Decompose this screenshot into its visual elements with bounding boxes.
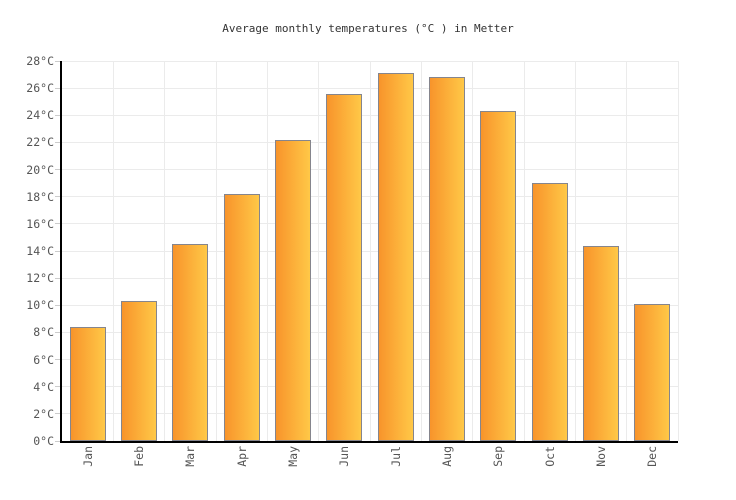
y-tick-0	[55, 440, 60, 442]
y-axis-label-16: 16°C	[26, 216, 54, 231]
gridline-v-8	[472, 61, 474, 441]
bar-jun	[326, 94, 363, 441]
bar-feb	[121, 301, 157, 441]
y-axis-line	[60, 61, 62, 443]
gridline-v-6	[369, 61, 371, 441]
bar-dec	[634, 304, 671, 441]
x-axis-label-sep: Sep	[491, 446, 506, 467]
y-tick-6	[55, 359, 60, 361]
gridline-v-12	[677, 61, 679, 441]
gridline-v-5	[318, 61, 320, 441]
y-tick-16	[55, 223, 60, 225]
y-tick-2	[55, 413, 60, 415]
y-tick-12	[55, 277, 60, 279]
y-axis-label-0: 0°C	[33, 434, 54, 448]
y-tick-24	[55, 114, 60, 116]
gridline-v-2	[164, 61, 166, 441]
y-tick-10	[55, 304, 60, 306]
y-axis-label-6: 6°C	[33, 352, 54, 367]
gridline-v-7	[420, 61, 422, 441]
bar-may	[275, 140, 311, 441]
x-axis-label-aug: Aug	[440, 446, 454, 467]
x-axis-label-dec: Dec	[645, 446, 660, 467]
x-axis-label-jun: Jun	[337, 446, 352, 467]
y-axis-label-8: 8°C	[33, 325, 54, 340]
y-tick-22	[55, 141, 60, 143]
y-axis-label-12: 12°C	[26, 271, 54, 286]
bar-apr	[223, 194, 260, 441]
bar-sep	[480, 111, 517, 441]
y-axis-label-4: 4°C	[33, 379, 54, 394]
y-tick-4	[55, 386, 60, 388]
y-tick-14	[55, 250, 60, 252]
gridline-v-3	[215, 61, 217, 441]
gridline-v-10	[574, 61, 576, 441]
x-axis-label-may: May	[286, 446, 300, 467]
y-tick-8	[55, 331, 60, 333]
y-tick-28	[55, 60, 60, 62]
chart-title: Average monthly temperatures (°C ) in Me…	[222, 22, 514, 35]
y-axis-label-18: 18°C	[26, 189, 54, 204]
x-axis-label-apr: Apr	[234, 446, 249, 467]
y-axis-label-24: 24°C	[26, 108, 54, 123]
bar-jan	[69, 327, 106, 441]
x-axis-label-jan: Jan	[80, 446, 95, 467]
y-tick-20	[55, 169, 60, 171]
bar-jul	[377, 73, 414, 441]
gridline-v-4	[266, 61, 268, 441]
x-axis-label-feb: Feb	[132, 446, 146, 467]
gridline-v-9	[523, 61, 525, 441]
gridline-v-1	[112, 61, 114, 441]
bar-oct	[531, 183, 568, 441]
y-axis-label-14: 14°C	[26, 244, 54, 258]
bar-nov	[583, 246, 619, 441]
y-axis-label-2: 2°C	[33, 406, 54, 421]
x-axis-label-oct: Oct	[542, 446, 557, 467]
y-tick-26	[55, 87, 60, 89]
y-axis-label-22: 22°C	[26, 135, 54, 150]
x-axis-label-nov: Nov	[594, 446, 608, 467]
y-axis-label-10: 10°C	[26, 298, 54, 313]
y-axis-label-20: 20°C	[26, 162, 54, 177]
gridline-v-11	[626, 61, 628, 441]
y-axis-label-26: 26°C	[26, 81, 54, 96]
bar-aug	[429, 77, 465, 441]
x-axis-label-jul: Jul	[388, 446, 403, 467]
y-axis-label-28: 28°C	[26, 54, 54, 68]
x-axis-label-mar: Mar	[183, 446, 198, 467]
bar-mar	[172, 244, 209, 441]
x-axis-line	[60, 441, 678, 443]
y-tick-18	[55, 196, 60, 198]
